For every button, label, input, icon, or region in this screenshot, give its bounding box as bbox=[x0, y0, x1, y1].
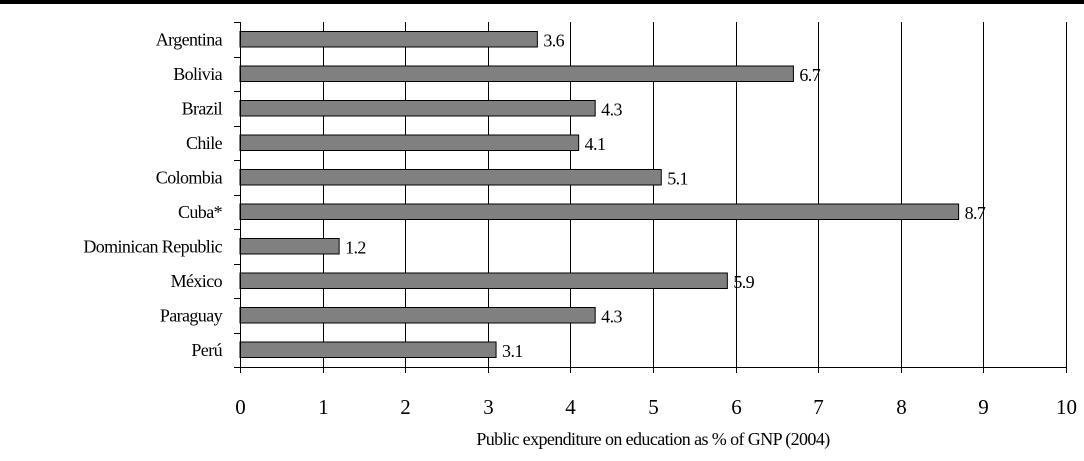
x-tick-label: 0 bbox=[235, 395, 246, 419]
value-label: 3.6 bbox=[543, 30, 564, 50]
category-label: México bbox=[171, 271, 223, 291]
value-label: 5.9 bbox=[733, 272, 754, 292]
x-axis-title: Public expenditure on education as % of … bbox=[476, 429, 830, 450]
value-label: 3.1 bbox=[502, 341, 523, 361]
value-label: 4.3 bbox=[601, 99, 622, 119]
category-label: Cuba* bbox=[178, 202, 223, 222]
value-label: 5.1 bbox=[667, 168, 688, 188]
bar-dominican-republic bbox=[239, 238, 340, 255]
x-tick-label: 10 bbox=[1056, 395, 1077, 419]
bar-brazil bbox=[239, 100, 596, 117]
axes bbox=[234, 22, 1067, 373]
category-label: Chile bbox=[186, 133, 223, 153]
value-label: 6.7 bbox=[799, 65, 820, 85]
x-tick-label: 3 bbox=[483, 395, 494, 419]
labels: 3.6 Argentina 6.7 Bolivia 4.3 Brazil 4.1 Chile 5… bbox=[83, 29, 1077, 419]
x-tick-label: 5 bbox=[648, 395, 659, 419]
bar-paraguay bbox=[239, 307, 596, 324]
bar-cuba- bbox=[239, 203, 960, 220]
x-tick-label: 4 bbox=[565, 395, 576, 419]
value-label: 4.1 bbox=[585, 134, 606, 154]
x-tick-label: 6 bbox=[731, 395, 742, 419]
value-label: 8.7 bbox=[965, 203, 986, 223]
bar-chile bbox=[239, 134, 580, 151]
value-label: 1.2 bbox=[345, 237, 366, 257]
bars bbox=[239, 31, 960, 358]
top-rule bbox=[0, 0, 1084, 4]
category-label: Brazil bbox=[182, 98, 223, 118]
bar-per- bbox=[239, 341, 497, 358]
bar-argentina bbox=[239, 31, 538, 48]
x-tick-label: 7 bbox=[813, 395, 824, 419]
x-tick-label: 2 bbox=[400, 395, 411, 419]
x-tick-label: 8 bbox=[896, 395, 907, 419]
category-label: Perú bbox=[191, 340, 222, 360]
x-tick-label: 9 bbox=[978, 395, 989, 419]
category-label: Bolivia bbox=[173, 64, 222, 84]
bar-colombia bbox=[239, 169, 662, 186]
category-label: Paraguay bbox=[160, 305, 223, 325]
x-tick-label: 1 bbox=[318, 395, 329, 419]
category-label: Colombia bbox=[156, 167, 223, 187]
bar-m-xico bbox=[239, 272, 728, 289]
value-label: 4.3 bbox=[601, 306, 622, 326]
bar-bolivia bbox=[239, 65, 794, 82]
category-label: Dominican Republic bbox=[83, 236, 222, 256]
category-label: Argentina bbox=[156, 29, 223, 49]
